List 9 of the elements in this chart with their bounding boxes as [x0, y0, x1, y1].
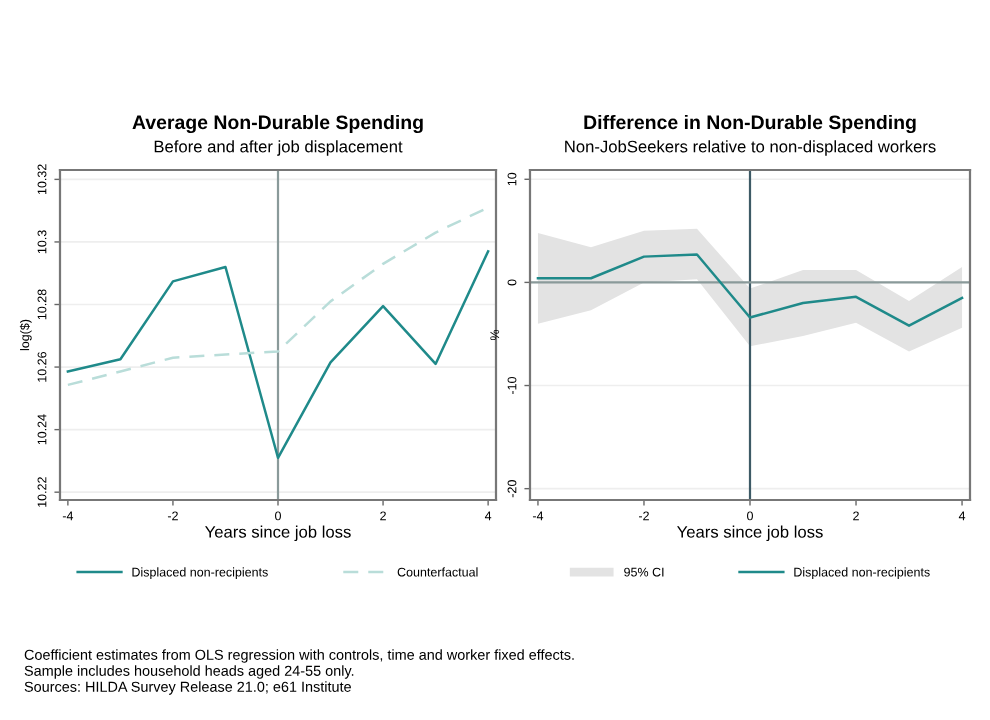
- chart-subtitle: Non-JobSeekers relative to non-displaced workers: [565, 140, 936, 156]
- line-series: [66, 250, 490, 460]
- chart-title: Difference in Non-Durable Spending: [584, 114, 916, 134]
- chart-subtitle: Before and after job displacement: [154, 140, 403, 156]
- x-axis-title: Years since job loss: [205, 525, 351, 542]
- line-series: [66, 206, 490, 387]
- line-series: [536, 253, 964, 327]
- chart-title: Average Non-Durable Spending: [132, 114, 423, 134]
- x-axis-title: Years since job loss: [677, 525, 823, 542]
